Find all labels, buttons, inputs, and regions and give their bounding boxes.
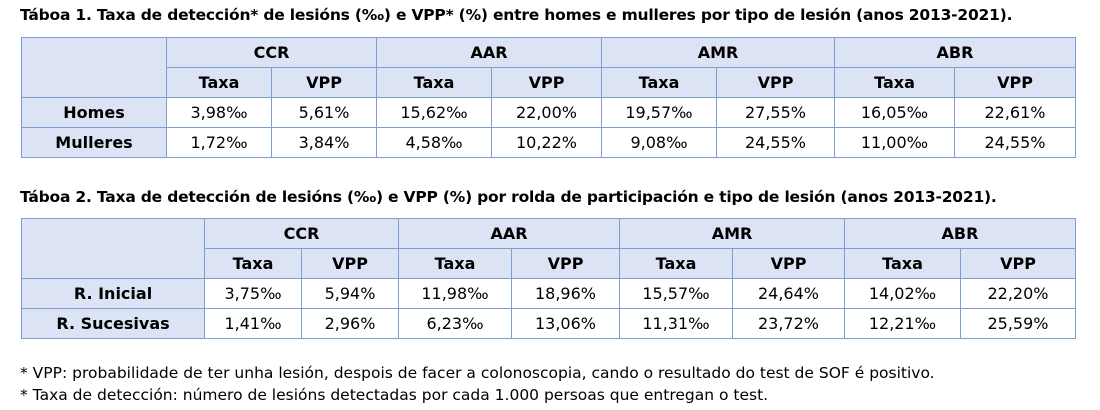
footnote-detection-rate: * Taxa de detección: número de lesións d…	[20, 386, 769, 404]
row-label: Homes	[21, 97, 167, 128]
table-cell: 22,20%	[960, 278, 1076, 309]
table1-row-mulleres: Mulleres 1,72‰ 3,84% 4,58‰ 10,22% 9,08‰ …	[21, 127, 1076, 158]
footnotes: * VPP: probabilidade de ter unha lesión,…	[20, 362, 935, 406]
table-cell: 14,02‰	[844, 278, 961, 309]
table-cell: 6,23‰	[398, 308, 512, 339]
table1-group-header: AAR	[376, 37, 602, 68]
table2-row-inicial: R. Inicial 3,75‰ 5,94% 11,98‰ 18,96% 15,…	[21, 278, 1076, 309]
table1-group-header: ABR	[834, 37, 1076, 68]
table2-group-header: AMR	[619, 218, 845, 249]
table-cell: 22,61%	[954, 97, 1076, 128]
table2-subheader: VPP	[960, 248, 1076, 279]
table1-group-header: CCR	[166, 37, 377, 68]
table-cell: 5,61%	[271, 97, 377, 128]
table-cell: 4,58‰	[376, 127, 492, 158]
table2-corner-cell	[21, 218, 205, 279]
table2-group-header: CCR	[204, 218, 399, 249]
table2-subheader: Taxa	[398, 248, 512, 279]
table2-group-header: AAR	[398, 218, 620, 249]
table-cell: 19,57‰	[601, 97, 717, 128]
table-cell: 11,31‰	[619, 308, 733, 339]
table2-caption: Táboa 2. Taxa de detección de lesións (‰…	[20, 188, 997, 206]
table-cell: 22,00%	[491, 97, 602, 128]
row-label: R. Sucesivas	[21, 308, 205, 339]
table-cell: 5,94%	[301, 278, 399, 309]
table-cell: 11,98‰	[398, 278, 512, 309]
table2-subheader: VPP	[732, 248, 845, 279]
table-cell: 15,57‰	[619, 278, 733, 309]
table-cell: 12,21‰	[844, 308, 961, 339]
table-cell: 23,72%	[732, 308, 845, 339]
table1: CCR AAR AMR ABR Taxa VPP Taxa VPP Taxa V…	[21, 37, 1076, 158]
table1-subheader: Taxa	[834, 67, 955, 98]
table1-subheader: VPP	[954, 67, 1076, 98]
table1-subheader: Taxa	[376, 67, 492, 98]
table1-subheader: VPP	[716, 67, 835, 98]
table2-row-sucesivas: R. Sucesivas 1,41‰ 2,96% 6,23‰ 13,06% 11…	[21, 308, 1076, 339]
row-label: Mulleres	[21, 127, 167, 158]
table-cell: 27,55%	[716, 97, 835, 128]
table-cell: 13,06%	[511, 308, 620, 339]
table-cell: 11,00‰	[834, 127, 955, 158]
table-cell: 16,05‰	[834, 97, 955, 128]
table2-group-header: ABR	[844, 218, 1076, 249]
table2: CCR AAR AMR ABR Taxa VPP Taxa VPP Taxa V…	[21, 218, 1076, 339]
table2-subheader: VPP	[511, 248, 620, 279]
table-cell: 3,98‰	[166, 97, 272, 128]
table-cell: 10,22%	[491, 127, 602, 158]
table2-subheader: VPP	[301, 248, 399, 279]
table-cell: 24,55%	[716, 127, 835, 158]
table1-group-header: AMR	[601, 37, 835, 68]
table1-subheader: Taxa	[601, 67, 717, 98]
table-cell: 3,75‰	[204, 278, 302, 309]
table-cell: 24,64%	[732, 278, 845, 309]
table2-subheader: Taxa	[204, 248, 302, 279]
table-cell: 1,72‰	[166, 127, 272, 158]
table1-corner-cell	[21, 37, 167, 98]
table1-caption: Táboa 1. Taxa de detección* de lesións (…	[20, 6, 1013, 24]
table-cell: 24,55%	[954, 127, 1076, 158]
table-cell: 1,41‰	[204, 308, 302, 339]
table1-subheader: VPP	[491, 67, 602, 98]
row-label: R. Inicial	[21, 278, 205, 309]
table2-subheader: Taxa	[844, 248, 961, 279]
table2-subheader: Taxa	[619, 248, 733, 279]
table1-row-homes: Homes 3,98‰ 5,61% 15,62‰ 22,00% 19,57‰ 2…	[21, 97, 1076, 128]
table-cell: 18,96%	[511, 278, 620, 309]
table-cell: 25,59%	[960, 308, 1076, 339]
table1-subheader: Taxa	[166, 67, 272, 98]
table-cell: 2,96%	[301, 308, 399, 339]
table-cell: 15,62‰	[376, 97, 492, 128]
table-cell: 3,84%	[271, 127, 377, 158]
table1-subheader: VPP	[271, 67, 377, 98]
footnote-vpp: * VPP: probabilidade de ter unha lesión,…	[20, 364, 935, 382]
table-cell: 9,08‰	[601, 127, 717, 158]
